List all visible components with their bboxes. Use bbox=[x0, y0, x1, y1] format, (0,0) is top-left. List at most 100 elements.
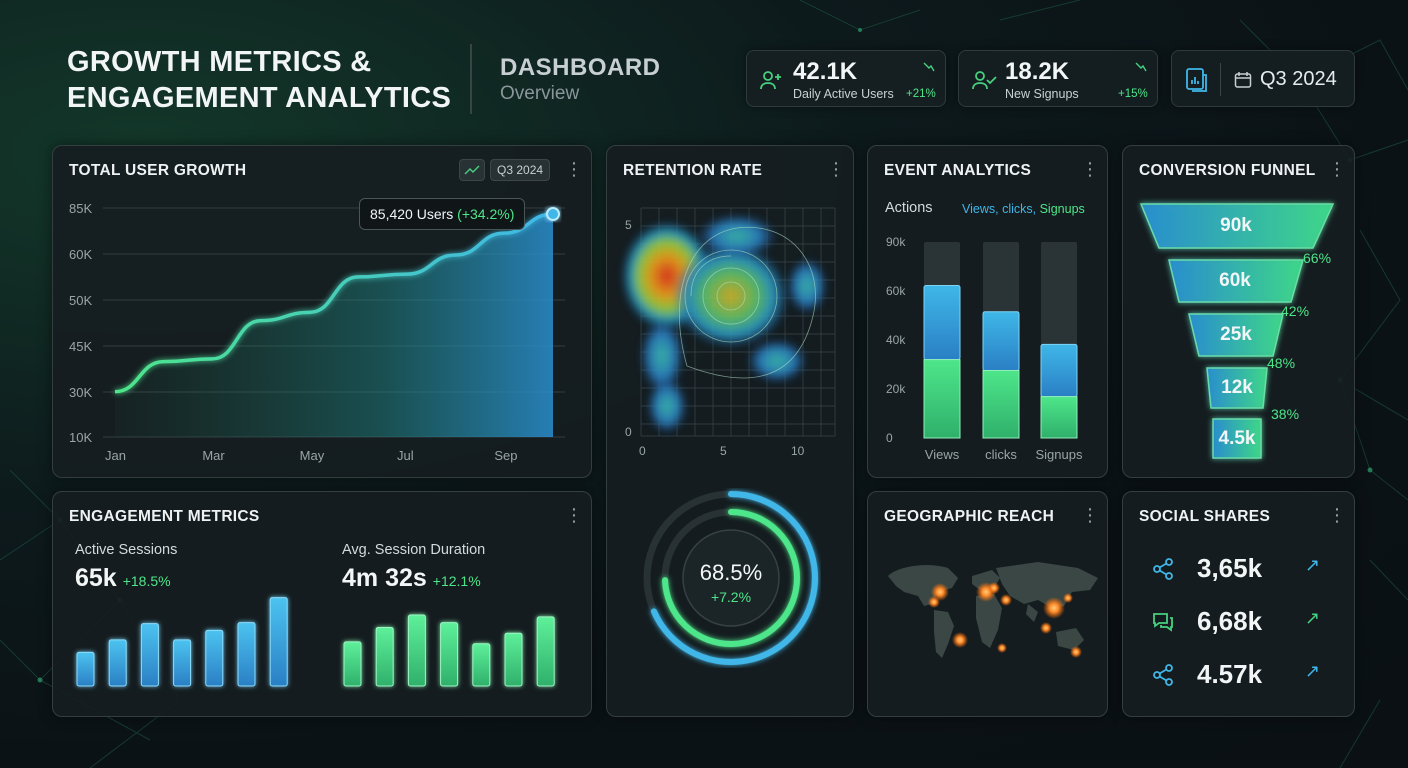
retention-gauge bbox=[643, 490, 819, 666]
event-legend: Views, clicks, Signups bbox=[962, 202, 1085, 216]
world-map[interactable] bbox=[868, 492, 1109, 718]
card-title: EVENT ANALYTICS bbox=[884, 162, 1032, 179]
total-user-growth-card: TOTAL USER GROWTH Q3 2024 ⋮ 85K 60K 50K 45K… bbox=[52, 145, 592, 478]
card-title: TOTAL USER GROWTH bbox=[69, 162, 247, 179]
retention-rate-card: RETENTION RATE ⋮ bbox=[606, 145, 854, 717]
session-duration-bar bbox=[375, 626, 394, 687]
active-sessions-label: Active Sessions bbox=[75, 542, 178, 558]
kpi-daily-active-users[interactable]: 42.1K Daily Active Users +21% bbox=[746, 50, 946, 107]
reach-hotspot bbox=[1043, 597, 1065, 619]
bar-segment-total bbox=[982, 311, 1020, 371]
reach-hotspot bbox=[1000, 594, 1012, 606]
tooltip-value: 85,420 Users bbox=[370, 206, 454, 222]
funnel-stage-1[interactable]: 90k bbox=[1220, 215, 1252, 236]
line-chart-toggle[interactable] bbox=[459, 159, 485, 181]
funnel-stage-shape bbox=[1188, 313, 1284, 357]
bar-segment-base bbox=[1040, 396, 1078, 439]
active-sessions-bar bbox=[140, 623, 159, 687]
chart-tooltip: 85,420 Users (+34.2%) bbox=[359, 198, 526, 230]
event-bar-chart: 90k 60k 40k 20k 0 Views clicks Signups bbox=[886, 235, 1083, 462]
period-chip[interactable]: Q3 2024 bbox=[490, 159, 551, 181]
active-sessions-bar bbox=[108, 639, 127, 687]
reach-hotspot bbox=[1070, 646, 1082, 658]
page-title-line2: ENGAGEMENT ANALYTICS bbox=[67, 82, 452, 114]
y-tick-label: 20k bbox=[886, 382, 906, 396]
bar-segment-base bbox=[923, 359, 961, 439]
funnel-stage-2[interactable]: 60k bbox=[1219, 270, 1251, 291]
social-row[interactable]: 3,65k ↗ bbox=[1143, 549, 1343, 589]
heatmap-x-tick: 0 bbox=[639, 444, 646, 458]
funnel-stage-4[interactable]: 12k bbox=[1221, 377, 1253, 398]
session-duration-bar bbox=[504, 632, 523, 687]
y-tick-label: 40k bbox=[886, 333, 906, 347]
funnel-shapes bbox=[1139, 203, 1335, 459]
share-icon bbox=[1153, 664, 1173, 686]
line-chart-icon bbox=[464, 165, 480, 175]
session-duration-bar bbox=[407, 614, 426, 687]
period-label: Q3 2024 bbox=[1260, 68, 1337, 90]
active-sessions-change: +18.5% bbox=[122, 573, 171, 589]
bar-segment-base bbox=[982, 369, 1020, 439]
kpi-new-signups[interactable]: 18.2K New Signups +15% bbox=[958, 50, 1158, 107]
active-sessions-bar bbox=[76, 651, 95, 687]
calendar-icon bbox=[1234, 72, 1252, 88]
y-tick-label: 30K bbox=[69, 385, 92, 400]
report-chart-icon[interactable] bbox=[1184, 67, 1208, 93]
reach-hotspot bbox=[1040, 622, 1052, 634]
user-plus-icon bbox=[760, 71, 781, 90]
social-row[interactable]: 6,68k ↗ bbox=[1143, 602, 1343, 642]
dashboard-label: DASHBOARD bbox=[500, 54, 661, 81]
session-duration-label: Avg. Session Duration bbox=[342, 542, 486, 558]
social-value: 3,65k bbox=[1197, 553, 1263, 583]
heatmap-x-tick: 10 bbox=[791, 444, 805, 458]
more-options-icon[interactable]: ⋮ bbox=[1328, 505, 1346, 525]
legend-signups: Signups bbox=[1039, 202, 1085, 216]
reach-hotspot bbox=[952, 632, 968, 648]
active-sessions-bar bbox=[173, 639, 192, 687]
funnel-rate-2: 42% bbox=[1281, 303, 1310, 319]
arrow-up-right-icon: ↗ bbox=[1305, 661, 1321, 681]
header-divider bbox=[470, 44, 472, 114]
session-duration-bar bbox=[472, 643, 491, 687]
card-title: ENGAGEMENT METRICS bbox=[69, 508, 260, 525]
active-sessions-number: 65k bbox=[75, 564, 117, 592]
social-shares-card: SOCIAL SHARES ⋮ 3,65k ↗ 6,68k ↗ 4.57k ↗ bbox=[1122, 491, 1355, 717]
x-tick-label: Views bbox=[925, 447, 960, 462]
bar-segment-total bbox=[923, 285, 961, 361]
active-sessions-bar bbox=[205, 629, 224, 687]
period-selector[interactable]: Q3 2024 bbox=[1171, 50, 1355, 107]
heatmap-y-tick: 5 bbox=[625, 218, 632, 232]
x-tick-label: Signups bbox=[1036, 447, 1083, 462]
legend-views: Views, bbox=[962, 202, 999, 216]
active-sessions-value: 65k +18.5% bbox=[75, 564, 171, 593]
x-tick-label: Jan bbox=[105, 448, 126, 463]
session-duration-change: +12.1% bbox=[432, 573, 481, 589]
x-tick-label: May bbox=[300, 448, 325, 463]
funnel-stage-shape bbox=[1139, 203, 1335, 249]
session-duration-value: 4m 32s +12.1% bbox=[342, 564, 481, 593]
funnel-stage-5[interactable]: 4.5k bbox=[1218, 427, 1256, 449]
session-duration-bar bbox=[343, 641, 362, 687]
gauge-arc-inner bbox=[662, 509, 800, 647]
kpi-label: Daily Active Users bbox=[793, 87, 894, 101]
selector-divider bbox=[1220, 63, 1221, 96]
page-title: GROWTH METRICS & ENGAGEMENT ANALYTICS bbox=[67, 44, 451, 116]
y-tick-label: 45K bbox=[69, 339, 92, 354]
conversion-funnel-card: CONVERSION FUNNEL ⋮ 90k 60k 25k 12k 4.5k… bbox=[1122, 145, 1355, 478]
kpi-label: New Signups bbox=[1005, 87, 1079, 101]
y-tick-label: 60k bbox=[886, 284, 906, 298]
funnel-stage-shape bbox=[1168, 259, 1304, 303]
y-tick-label: 0 bbox=[886, 431, 893, 445]
y-tick-label: 60K bbox=[69, 247, 92, 262]
bar-segment-total bbox=[1040, 343, 1078, 398]
funnel-stage-3[interactable]: 25k bbox=[1220, 324, 1252, 345]
funnel-rate-4: 38% bbox=[1271, 406, 1300, 422]
card-title: GEOGRAPHIC REACH bbox=[884, 508, 1055, 525]
funnel-rate-1: 66% bbox=[1303, 250, 1332, 266]
y-tick-label: 50K bbox=[69, 293, 92, 308]
user-check-icon bbox=[972, 71, 997, 90]
reach-hotspot bbox=[1063, 593, 1073, 603]
social-row[interactable]: 4.57k ↗ bbox=[1143, 655, 1343, 695]
arrow-up-right-icon: ↗ bbox=[1305, 555, 1321, 575]
x-tick-label: Mar bbox=[202, 448, 225, 463]
